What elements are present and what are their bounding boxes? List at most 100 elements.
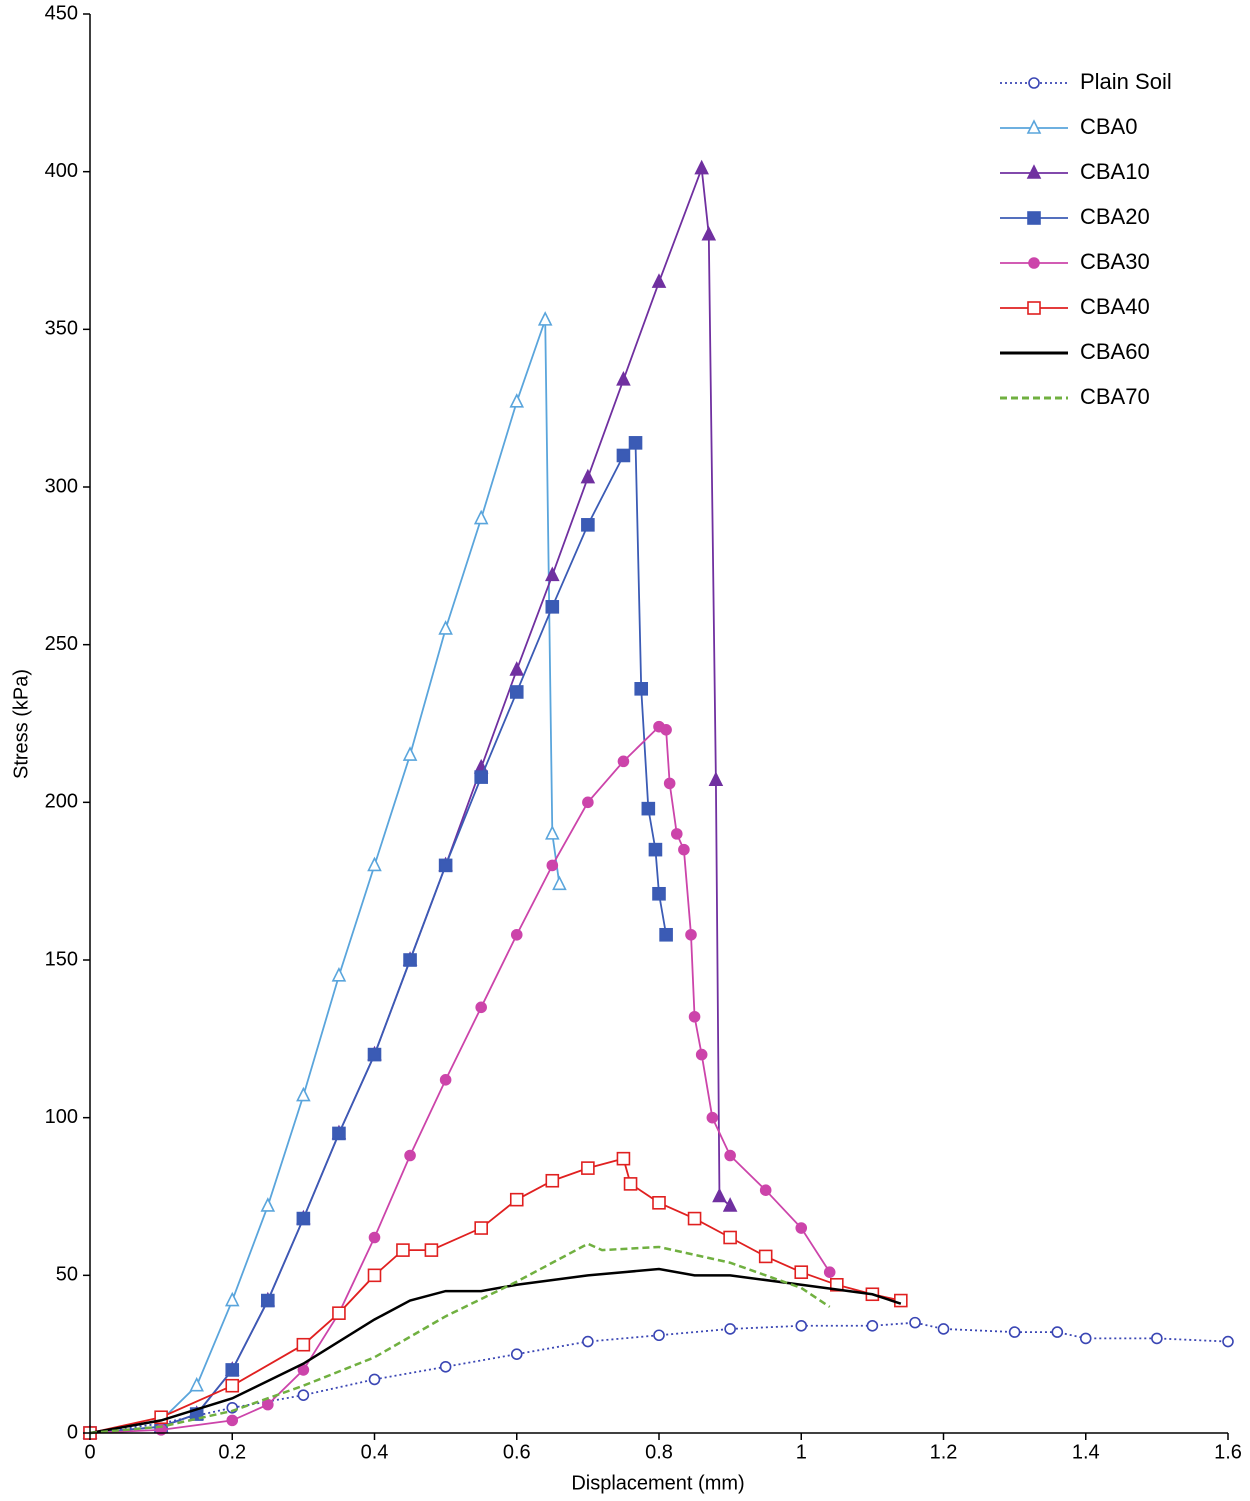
marker [368,1373,381,1386]
marker [634,682,649,696]
marker [581,1161,595,1175]
series-line [89,440,667,1434]
marker [1079,1332,1092,1345]
series [82,159,738,1439]
marker [580,468,596,484]
y-tick-label: 400 [45,160,78,182]
marker [866,1319,879,1332]
marker [438,858,453,873]
marker [582,796,594,809]
legend-label: CBA0 [1080,114,1137,139]
marker [537,311,553,326]
y-tick-label: 300 [45,475,78,497]
marker [396,1243,410,1257]
marker [660,724,672,736]
marker [616,448,631,463]
marker [331,966,347,982]
marker [823,1266,836,1278]
series [82,311,567,1439]
marker [332,1126,346,1141]
marker [651,273,667,288]
marker [795,1222,808,1234]
y-axis-title: Stress (kPa) [10,669,32,779]
marker [830,1277,844,1292]
marker [297,1389,310,1401]
x-tick-label: 1.6 [1214,1441,1242,1463]
series [89,1267,902,1435]
legend-label: CBA60 [1080,339,1150,364]
x-tick-label: 1.4 [1072,1441,1100,1463]
marker [367,1047,382,1062]
marker [1026,164,1042,179]
marker [510,1348,523,1360]
marker [262,1398,274,1411]
marker [1028,257,1040,269]
marker [509,685,524,699]
marker [545,600,560,614]
marker [758,1249,773,1264]
marker [1151,1332,1163,1345]
series [84,1316,1234,1439]
x-tick-label: 1.2 [930,1441,958,1463]
marker [475,1001,487,1014]
x-tick-label: 0.2 [218,1441,246,1463]
marker [1222,1335,1234,1348]
marker [759,1184,772,1196]
marker [509,661,525,676]
marker [617,755,630,768]
marker [641,801,656,816]
legend-label: CBA30 [1080,249,1150,274]
marker [795,1319,808,1332]
marker [688,1010,701,1023]
series [83,1151,908,1440]
marker [403,953,417,967]
series-line [89,1242,831,1435]
legend-label: CBA40 [1080,294,1150,319]
marker [404,1149,416,1162]
marker [616,1151,631,1166]
marker [1028,77,1040,89]
y-tick-label: 50 [56,1264,78,1286]
marker [582,1335,594,1348]
series [83,436,673,1440]
marker [894,1293,908,1308]
marker [670,828,683,840]
marker [438,620,453,635]
series-line [89,168,731,1434]
marker [723,1230,737,1245]
marker [402,746,418,761]
marker [474,1221,488,1235]
series-line [89,319,561,1434]
marker [226,1414,239,1427]
marker [653,1329,665,1342]
legend-label: CBA70 [1080,384,1150,409]
marker [474,770,488,784]
marker [439,1360,452,1373]
marker [628,436,643,450]
x-tick-label: 0.6 [503,1441,531,1463]
marker [663,777,676,790]
legend-label: CBA10 [1080,159,1150,184]
marker [296,1337,311,1352]
marker [509,1192,524,1207]
marker [224,1291,240,1307]
marker [708,771,724,787]
legend-label: CBA20 [1080,204,1150,229]
marker [712,1187,727,1203]
marker [546,859,559,872]
marker [1026,119,1042,134]
marker [722,1197,738,1212]
marker [367,1268,382,1283]
x-axis-title: Displacement (mm) [571,1472,744,1494]
y-tick-label: 450 [45,2,78,24]
marker [424,1243,439,1257]
y-tick-label: 150 [45,948,78,970]
marker [545,825,560,840]
marker [623,1177,638,1191]
marker [616,370,631,386]
marker [687,1211,702,1226]
marker [368,1231,381,1244]
marker [545,1173,560,1188]
x-tick-label: 0 [84,1441,95,1463]
